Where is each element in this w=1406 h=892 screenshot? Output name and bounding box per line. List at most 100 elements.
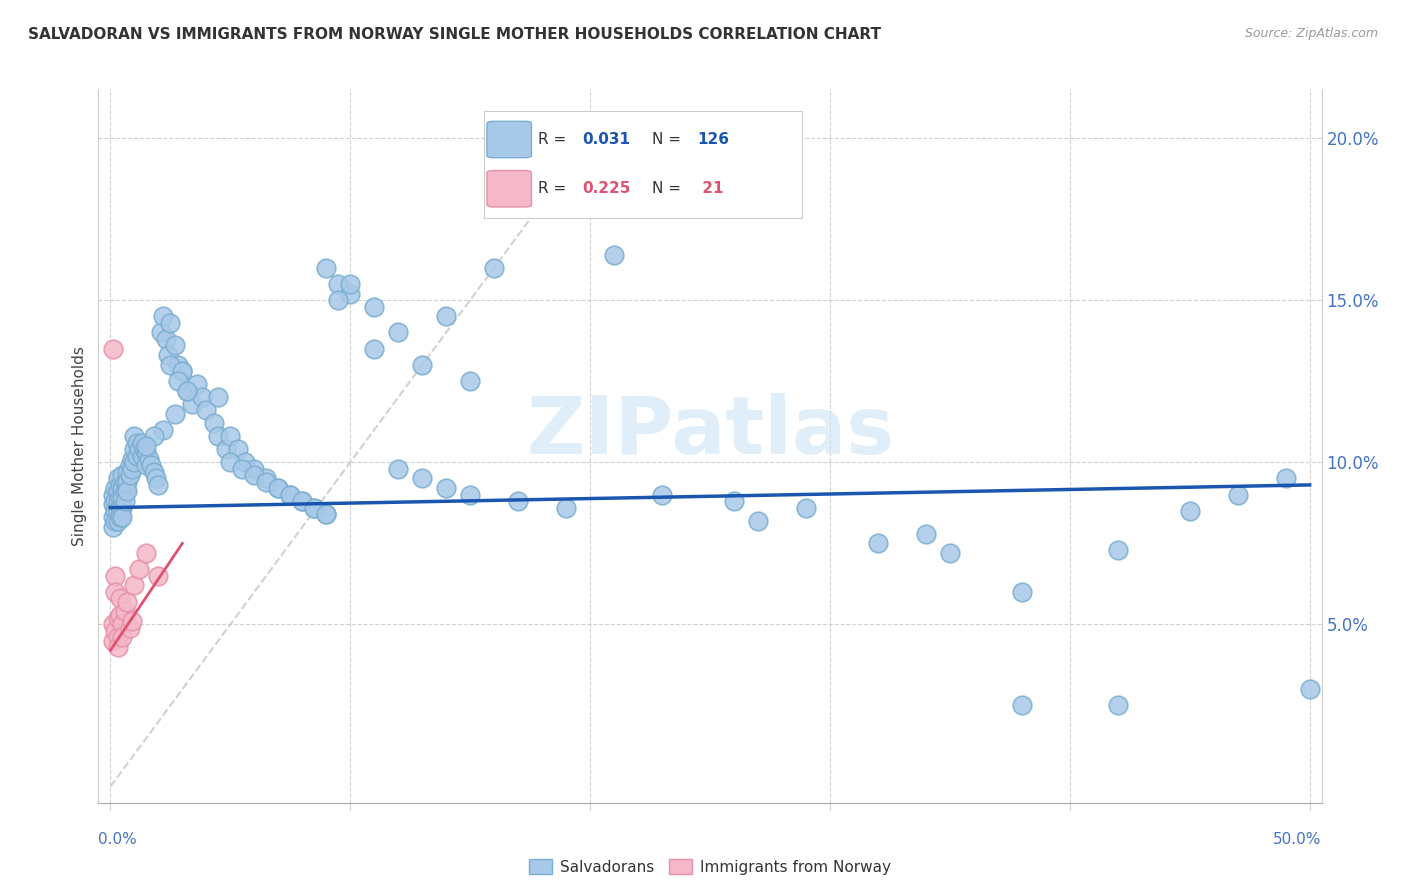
- Point: [226, 442, 249, 457]
- Point: [107, 494, 129, 508]
- Point: [794, 500, 817, 515]
- Point: [124, 455, 146, 469]
- Point: [176, 384, 198, 398]
- Point: [363, 300, 385, 314]
- Point: [111, 481, 134, 495]
- Point: [124, 578, 146, 592]
- Point: [747, 514, 769, 528]
- Point: [121, 614, 143, 628]
- Point: [107, 504, 129, 518]
- Text: ZIPatlas: ZIPatlas: [526, 392, 894, 471]
- Point: [104, 504, 127, 518]
- Point: [315, 260, 337, 275]
- Point: [304, 500, 326, 515]
- Point: [254, 475, 277, 489]
- Point: [148, 568, 170, 582]
- Point: [108, 591, 131, 606]
- Point: [267, 481, 290, 495]
- Point: [411, 358, 433, 372]
- Point: [315, 507, 337, 521]
- Point: [104, 481, 127, 495]
- Point: [939, 546, 962, 560]
- Point: [104, 585, 127, 599]
- Point: [152, 423, 174, 437]
- Point: [135, 445, 157, 459]
- Point: [243, 461, 266, 475]
- Point: [190, 390, 212, 404]
- Point: [387, 461, 409, 475]
- Point: [723, 494, 745, 508]
- Point: [1274, 471, 1296, 485]
- Point: [132, 442, 155, 457]
- Point: [1107, 542, 1129, 557]
- Point: [214, 442, 236, 457]
- Point: [101, 510, 124, 524]
- Point: [114, 494, 136, 508]
- Point: [135, 546, 157, 560]
- Point: [291, 494, 314, 508]
- Point: [142, 429, 165, 443]
- Point: [555, 500, 578, 515]
- Point: [145, 471, 167, 485]
- Point: [411, 471, 433, 485]
- Point: [107, 471, 129, 485]
- Point: [233, 455, 256, 469]
- Point: [101, 342, 124, 356]
- Point: [107, 611, 129, 625]
- Point: [231, 461, 253, 475]
- Point: [118, 458, 141, 473]
- Point: [165, 407, 187, 421]
- Point: [131, 435, 153, 450]
- Point: [278, 488, 301, 502]
- Point: [125, 435, 148, 450]
- Point: [165, 338, 187, 352]
- Point: [1011, 698, 1033, 713]
- Point: [108, 491, 131, 505]
- Point: [152, 310, 174, 324]
- Point: [219, 429, 242, 443]
- Point: [328, 277, 350, 291]
- Point: [118, 621, 141, 635]
- Point: [108, 500, 131, 515]
- Text: SALVADORAN VS IMMIGRANTS FROM NORWAY SINGLE MOTHER HOUSEHOLDS CORRELATION CHART: SALVADORAN VS IMMIGRANTS FROM NORWAY SIN…: [28, 27, 882, 42]
- Point: [148, 478, 170, 492]
- Point: [508, 494, 530, 508]
- Point: [603, 247, 626, 261]
- Text: 50.0%: 50.0%: [1274, 832, 1322, 847]
- Point: [866, 536, 889, 550]
- Point: [267, 481, 290, 495]
- Point: [125, 449, 148, 463]
- Point: [254, 471, 277, 485]
- Point: [114, 484, 136, 499]
- Point: [101, 488, 124, 502]
- Point: [1107, 698, 1129, 713]
- Point: [115, 595, 138, 609]
- Point: [104, 624, 127, 638]
- Point: [121, 452, 143, 467]
- Point: [315, 507, 337, 521]
- Point: [128, 442, 150, 457]
- Point: [328, 293, 350, 307]
- Point: [207, 429, 229, 443]
- Point: [111, 491, 134, 505]
- Point: [166, 374, 188, 388]
- Point: [458, 488, 481, 502]
- Point: [304, 500, 326, 515]
- Point: [181, 397, 204, 411]
- Point: [108, 607, 131, 622]
- Point: [278, 488, 301, 502]
- Point: [186, 377, 208, 392]
- Point: [207, 390, 229, 404]
- Point: [124, 442, 146, 457]
- Point: [111, 500, 134, 515]
- Point: [387, 326, 409, 340]
- Point: [166, 358, 188, 372]
- Point: [108, 510, 131, 524]
- Point: [1226, 488, 1249, 502]
- Point: [339, 277, 361, 291]
- Point: [114, 604, 136, 618]
- Point: [651, 488, 673, 502]
- Point: [172, 364, 194, 378]
- Point: [115, 465, 138, 479]
- Point: [141, 458, 163, 473]
